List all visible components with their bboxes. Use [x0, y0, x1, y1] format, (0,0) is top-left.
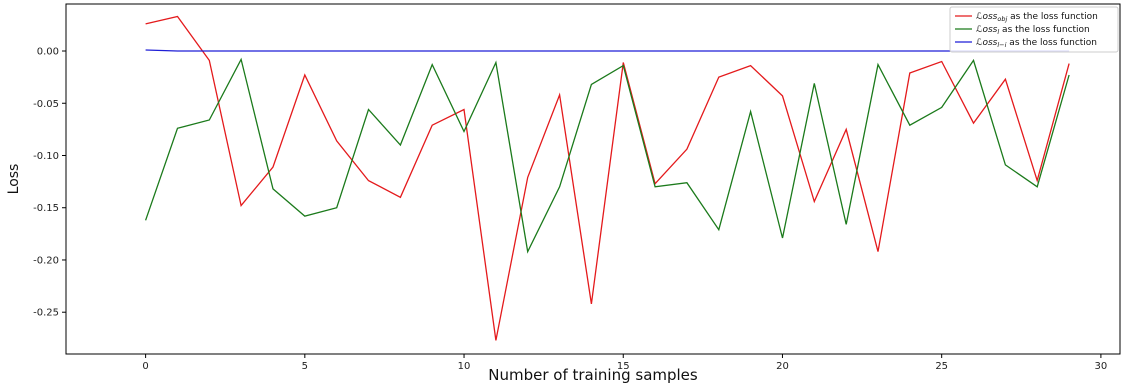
x-tick-label: 15 — [617, 361, 630, 372]
legend-box — [949, 6, 1119, 53]
legend-entry: ℒossobj as the loss function — [976, 12, 1098, 23]
y-tick-label: -0.20 — [33, 255, 59, 266]
x-tick-label: 5 — [302, 361, 308, 372]
y-tick-label: -0.15 — [33, 203, 59, 214]
plot-frame — [65, 3, 1121, 355]
y-tick-label: -0.10 — [33, 151, 59, 162]
x-tick-label: 20 — [776, 361, 789, 372]
x-tick-label: 10 — [458, 361, 471, 372]
legend-entry: ℒossl−i as the loss function — [976, 38, 1097, 49]
y-axis-title: Loss — [6, 164, 22, 195]
x-tick-label: 30 — [1095, 361, 1108, 372]
series-line-2 — [144, 57, 1070, 254]
x-tick-label: 25 — [935, 361, 948, 372]
axes-layer — [65, 3, 1121, 355]
legend: ℒossobj as the loss function ℒossl as the… — [949, 6, 1119, 53]
series-line-1 — [145, 15, 1070, 341]
y-tick-label: 0.00 — [37, 47, 59, 58]
x-tick-label: 0 — [142, 361, 148, 372]
series-layer — [144, 15, 1070, 341]
x-axis-title: Number of training samples — [488, 366, 698, 383]
y-tick-label: -0.05 — [33, 99, 59, 110]
legend-entry: ℒossl as the loss function — [976, 25, 1090, 36]
y-tick-label: -0.25 — [33, 308, 59, 319]
series-line-3 — [145, 49, 1070, 52]
ticks-layer: 0 5 10 15 20 25 30 0.00 -0.05 -0.10 -0.15 -0.20 -0.2… — [33, 47, 1107, 372]
